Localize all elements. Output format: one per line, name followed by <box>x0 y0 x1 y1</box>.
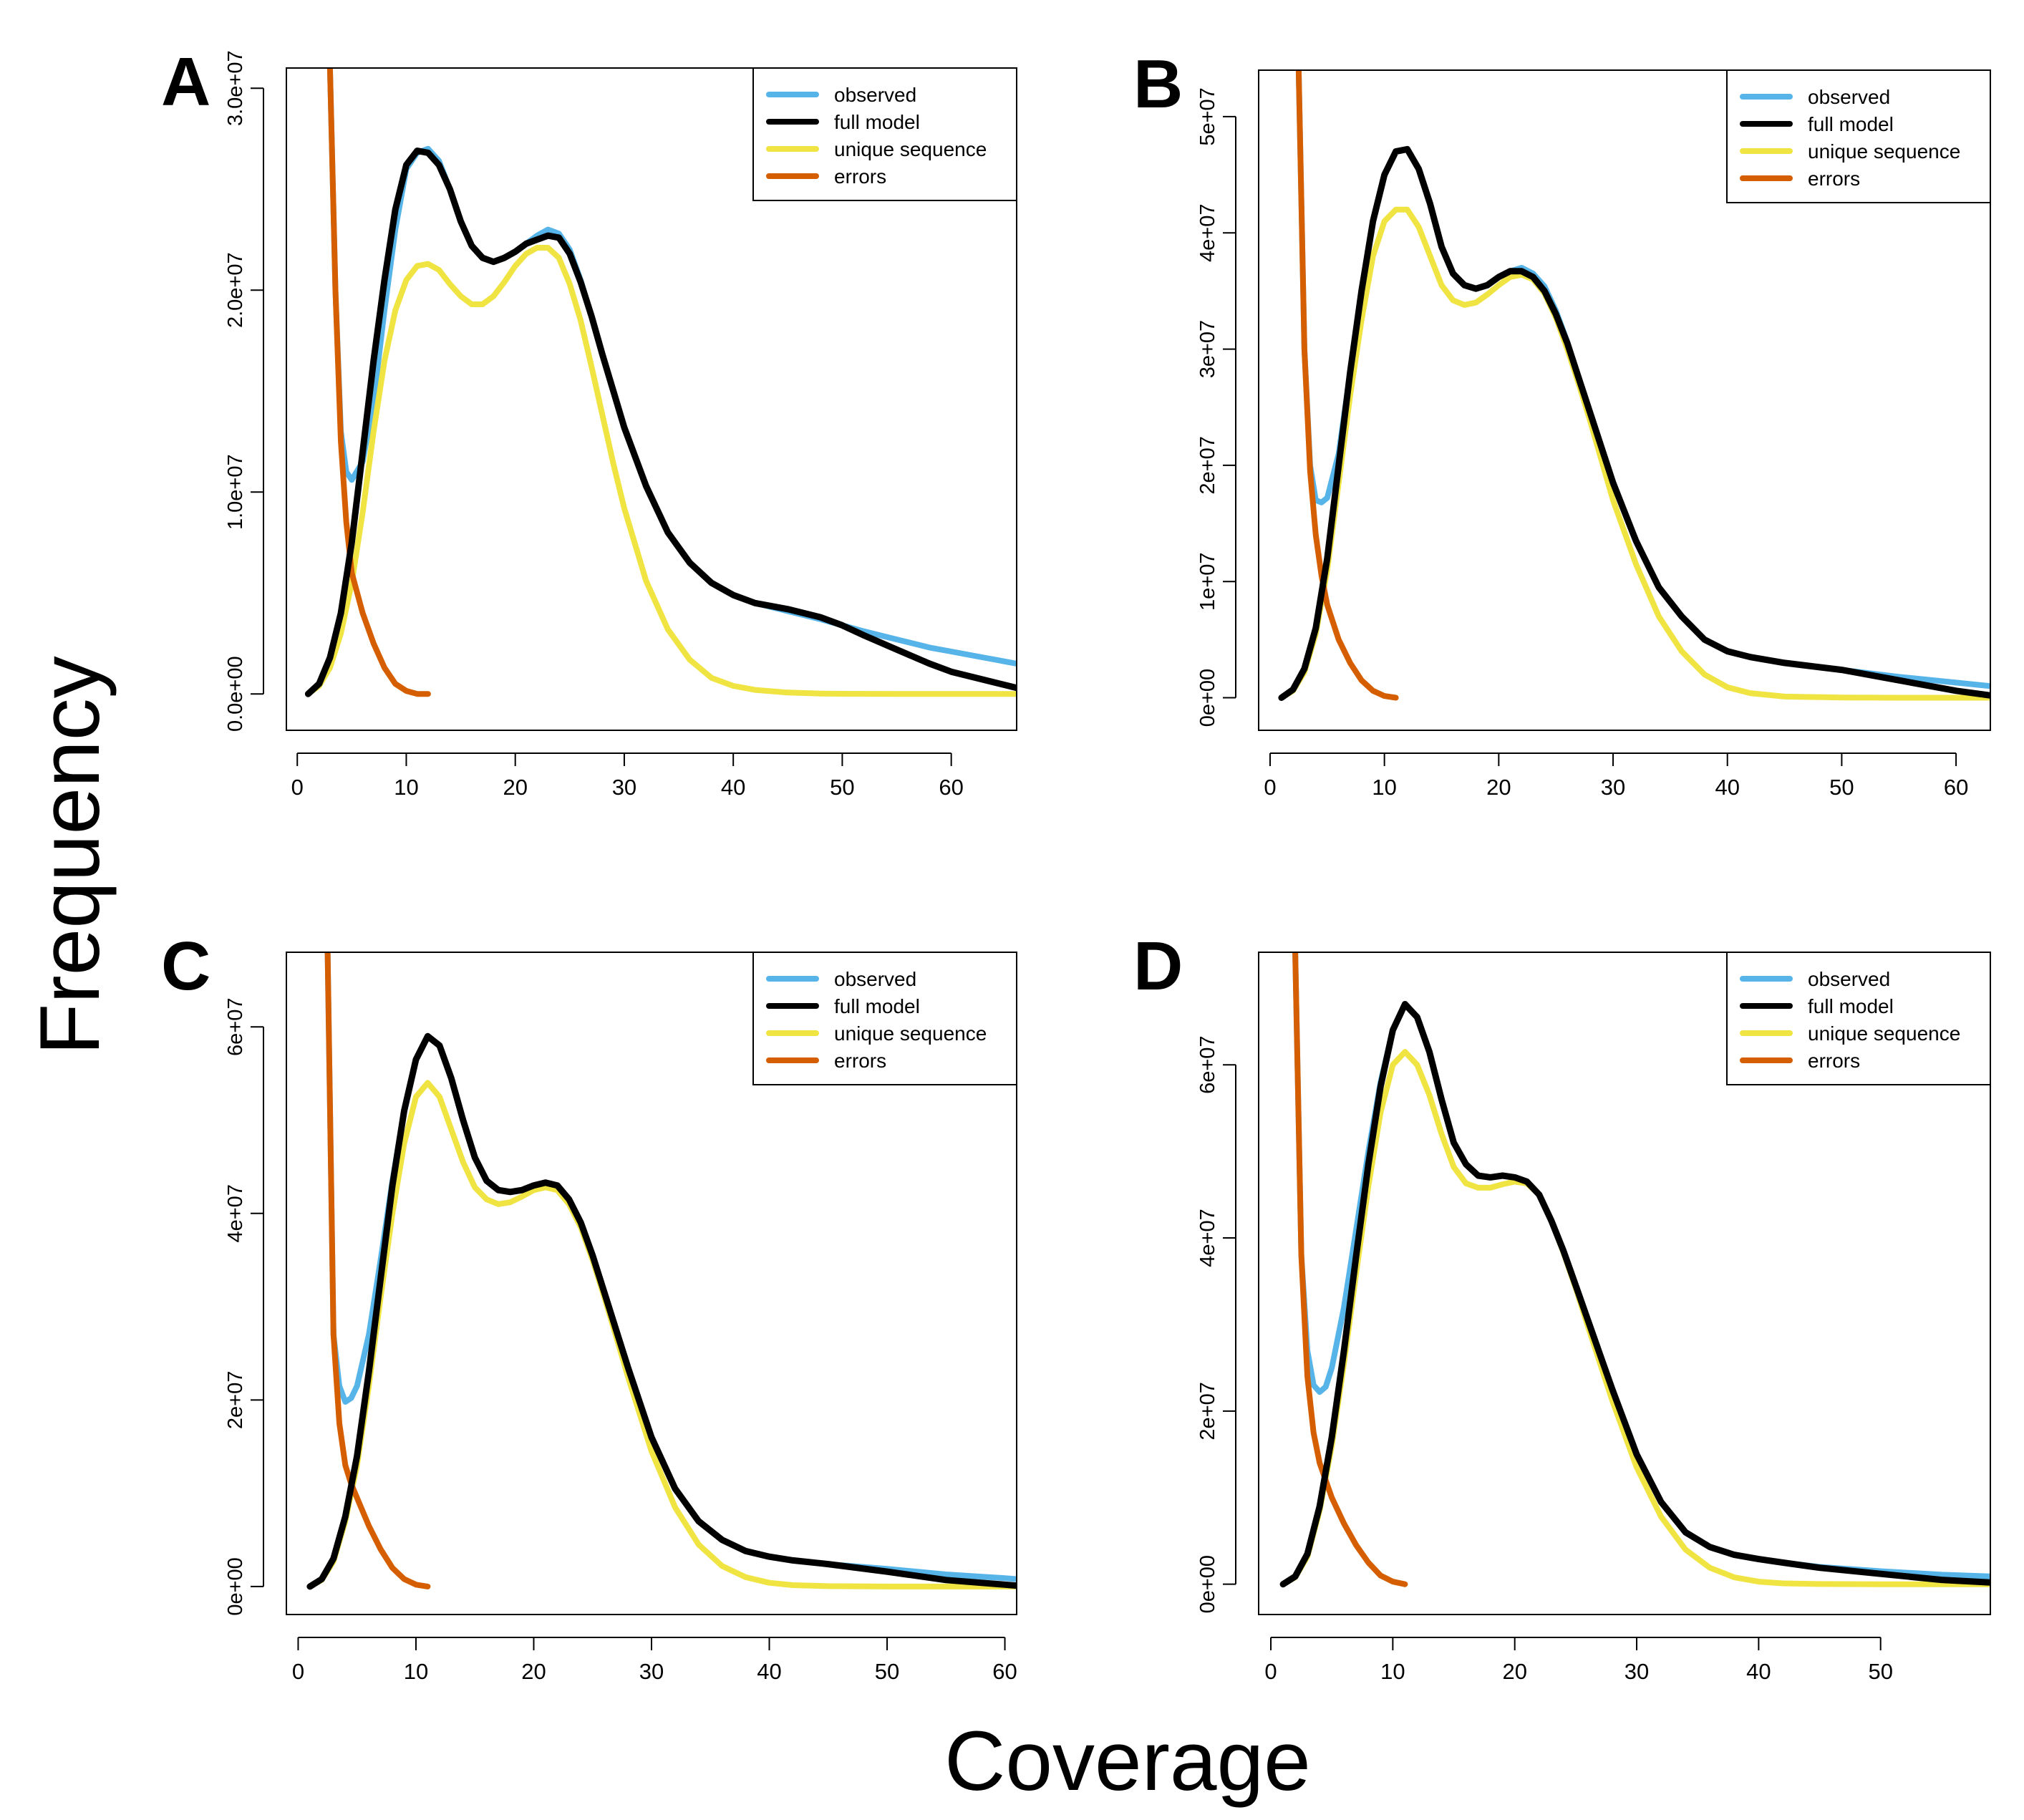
series-line-unique-sequence <box>305 245 1017 697</box>
plot-frame <box>286 952 1017 1615</box>
x-tick-label: 10 <box>1380 1659 1405 1684</box>
x-tick-label: 0 <box>291 775 304 800</box>
legend: observed full model unique sequence errors <box>752 952 1017 1085</box>
legend: observed full model unique sequence errors <box>752 67 1017 201</box>
x-axis-title: Coverage <box>944 1714 1311 1809</box>
x-tick-label: 40 <box>721 775 745 800</box>
y-tick-label: 4e+07 <box>1196 1209 1219 1267</box>
panel-b: 0 10 20 30 40 50 60 0e+00 1e+07 2e+07 3e+07 4e+07 5e… <box>1133 46 1991 800</box>
series-line-full-model <box>1278 145 1990 701</box>
y-tick-label: 2e+07 <box>224 1371 247 1429</box>
y-tick-label: 4e+07 <box>224 1184 247 1242</box>
y-tick-label: 6e+07 <box>1196 1035 1219 1093</box>
x-tick-label: 10 <box>404 1659 428 1684</box>
x-tick-label: 20 <box>1502 1659 1526 1684</box>
x-tick-label: 0 <box>1264 775 1276 800</box>
panel-label: C <box>161 928 210 1005</box>
x-tick-label: 50 <box>875 1659 899 1684</box>
plot-frame <box>1258 69 1991 731</box>
legend-label: full model <box>1808 995 1894 1017</box>
panel-label: A <box>161 44 210 120</box>
x-tick-label: 10 <box>1372 775 1396 800</box>
legend-label: errors <box>1808 168 1860 190</box>
series-line-full-model <box>304 147 1017 697</box>
x-tick-label: 30 <box>612 775 636 800</box>
legend-box <box>1726 69 1991 203</box>
x-tick-label: 50 <box>1829 775 1854 800</box>
legend-label: errors <box>834 1050 886 1072</box>
legend-label: unique sequence <box>1808 140 1960 163</box>
series-group <box>306 952 1017 1590</box>
legend-label: full model <box>834 111 920 133</box>
y-tick-label: 5e+07 <box>1196 87 1219 145</box>
legend: observed full model unique sequence errors <box>1726 69 1991 203</box>
y-tick-label: 0e+00 <box>1196 1555 1219 1613</box>
series-line-unique-sequence <box>1278 206 1990 701</box>
x-tick-label: 30 <box>639 1659 664 1684</box>
series-line-full-model <box>1279 1001 1990 1588</box>
x-tick-label: 40 <box>1746 1659 1771 1684</box>
legend-label: unique sequence <box>1808 1022 1960 1045</box>
x-tick-label: 0 <box>1264 1659 1277 1684</box>
panel-c: 0 10 20 30 40 50 60 0e+00 2e+07 4e+07 6e+07 C observ… <box>161 928 1017 1684</box>
y-tick-label: 6e+07 <box>224 997 247 1055</box>
y-tick-label: 3e+07 <box>1196 320 1219 378</box>
series-group <box>304 68 1017 697</box>
legend-label: observed <box>834 84 916 106</box>
legend-label: unique sequence <box>834 1022 987 1045</box>
series-group <box>1279 952 1990 1588</box>
x-tick-label: 40 <box>757 1659 781 1684</box>
y-tick-label: 1e+07 <box>1196 552 1219 610</box>
legend-label: observed <box>1808 86 1890 108</box>
legend-label: observed <box>834 968 916 990</box>
series-line-errors <box>1292 952 1408 1587</box>
panel-label: D <box>1133 928 1183 1005</box>
series-line-errors <box>1295 70 1399 701</box>
plot-frame <box>286 67 1017 731</box>
legend-label: errors <box>834 165 886 188</box>
x-tick-label: 50 <box>830 775 854 800</box>
series-line-errors <box>324 952 431 1589</box>
x-tick-label: 20 <box>503 775 527 800</box>
y-tick-label: 2.0e+07 <box>224 252 247 328</box>
x-tick-label: 0 <box>292 1659 304 1684</box>
series-group <box>1278 70 1990 701</box>
x-tick-label: 50 <box>1868 1659 1892 1684</box>
y-tick-label: 3.0e+07 <box>224 50 247 126</box>
legend: observed full model unique sequence errors <box>1726 952 1991 1085</box>
legend-label: errors <box>1808 1050 1860 1072</box>
legend-label: observed <box>1808 968 1890 990</box>
legend-label: full model <box>1808 113 1894 135</box>
x-tick-label: 30 <box>1624 1659 1649 1684</box>
y-tick-label: 1.0e+07 <box>224 454 247 530</box>
y-tick-label: 2e+07 <box>1196 1382 1219 1440</box>
y-tick-label: 0.0e+00 <box>224 656 247 732</box>
y-tick-label: 0e+00 <box>224 1557 247 1615</box>
x-tick-label: 10 <box>394 775 418 800</box>
series-line-full-model <box>306 1032 1017 1590</box>
panel-label: B <box>1133 46 1183 122</box>
y-tick-label: 2e+07 <box>1196 436 1219 494</box>
x-tick-label: 30 <box>1601 775 1625 800</box>
x-tick-label: 60 <box>1944 775 1968 800</box>
panel-a: 0 10 20 30 40 50 60 0.0e+00 1.0e+07 2.0e+07 3.0e+0… <box>161 44 1017 800</box>
panel-d: 0 10 20 30 40 50 0e+00 2e+07 4e+07 6e+07 D observed… <box>1133 928 1991 1684</box>
y-tick-label: 4e+07 <box>1196 204 1219 262</box>
legend-label: full model <box>834 995 920 1017</box>
legend-label: unique sequence <box>834 138 987 160</box>
x-tick-label: 60 <box>992 1659 1017 1684</box>
x-tick-label: 40 <box>1715 775 1739 800</box>
series-line-errors <box>326 68 431 697</box>
x-tick-label: 20 <box>521 1659 546 1684</box>
plot-frame <box>1258 952 1991 1615</box>
y-axis-title: Frequency <box>23 656 117 1055</box>
x-tick-label: 20 <box>1486 775 1511 800</box>
x-tick-label: 60 <box>939 775 963 800</box>
panels: 0 10 20 30 40 50 60 0.0e+00 1.0e+07 2.0e+07 3.0e+0… <box>161 44 1991 1684</box>
y-tick-label: 0e+00 <box>1196 669 1219 727</box>
